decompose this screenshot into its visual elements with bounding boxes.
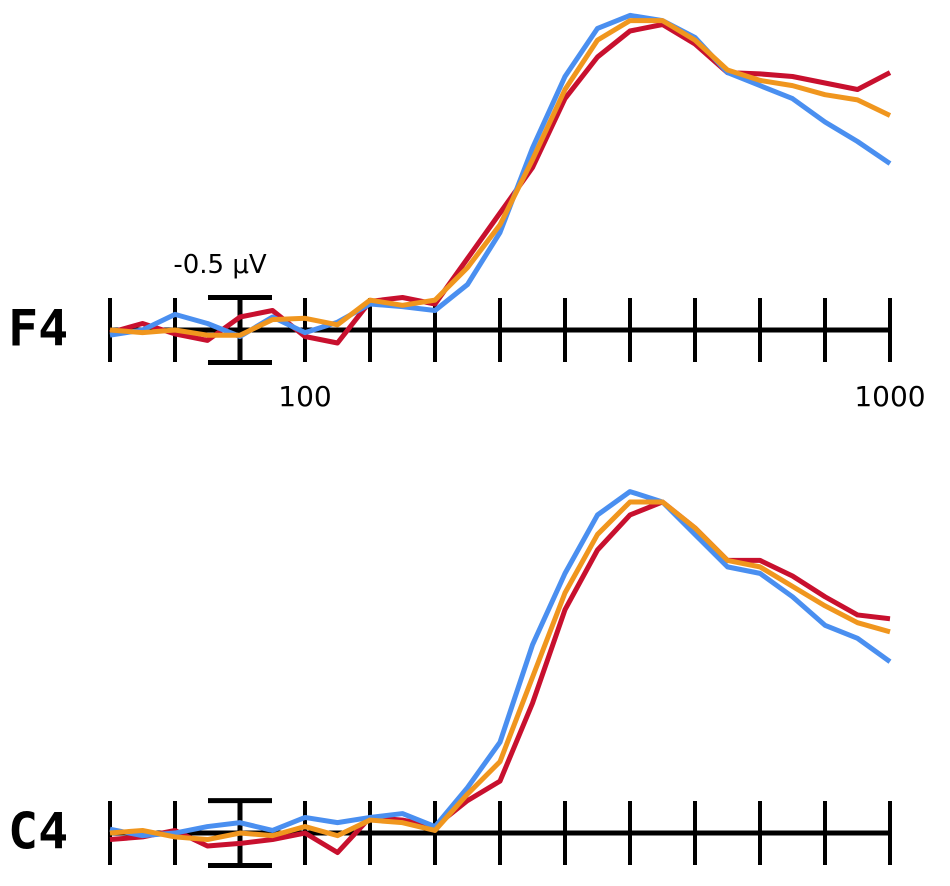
scale-label: -0.5 μV [173, 250, 267, 280]
erp-line [109, 12, 892, 339]
erp-line [109, 22, 892, 346]
erp-line [109, 18, 892, 338]
erp-line [109, 499, 891, 856]
erp-line [109, 499, 891, 843]
x-tick-label: 100 [278, 380, 331, 413]
panel-label: F4 [8, 300, 68, 358]
x-tick-label: 1000 [854, 380, 925, 413]
panel-label: C4 [8, 803, 68, 861]
erp-line [109, 489, 892, 839]
